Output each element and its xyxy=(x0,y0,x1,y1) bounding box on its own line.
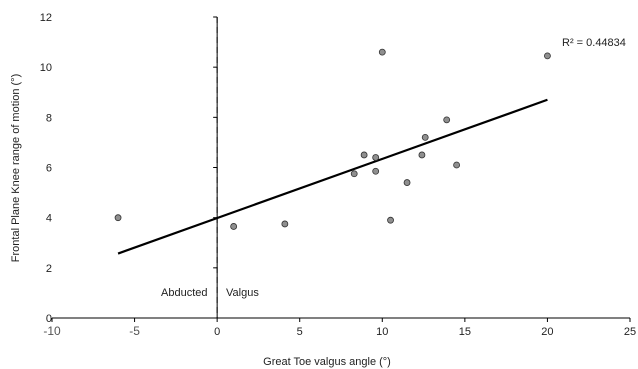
data-point xyxy=(114,214,122,222)
y-tick-label: 8 xyxy=(46,112,52,124)
x-tick-label: 25 xyxy=(624,326,636,338)
y-tick-label: 12 xyxy=(40,12,52,24)
data-point xyxy=(421,133,429,141)
data-point xyxy=(360,151,368,159)
x-tick-label: 15 xyxy=(459,326,471,338)
data-point xyxy=(453,161,461,169)
x-tick-label: 5 xyxy=(297,326,303,338)
data-points xyxy=(114,48,551,230)
valgus-label: Valgus xyxy=(226,287,259,299)
x-tick-label: 0 xyxy=(214,326,220,338)
trendline xyxy=(117,98,548,255)
r-squared-label: R² = 0.44834 xyxy=(562,37,626,49)
abducted-label: Abducted xyxy=(161,287,207,299)
y-axis-label: Frontal Plane Knee range of motion (°) xyxy=(10,74,22,262)
x-axis-label: Great Toe valgus angle (°) xyxy=(263,356,391,368)
x-axis-ticks: -10 -5 0 5 10 15 20 25 xyxy=(43,318,636,338)
data-point xyxy=(387,216,394,224)
y-tick-label: 6 xyxy=(46,163,52,175)
x-tick-label: -10 xyxy=(43,324,61,338)
y-tick-label: 0 xyxy=(46,313,52,325)
data-point xyxy=(372,154,380,161)
data-point xyxy=(378,48,386,56)
data-point xyxy=(372,167,380,175)
data-point xyxy=(443,116,451,124)
y-tick-label: 2 xyxy=(46,263,52,275)
y-tick-label: 10 xyxy=(40,62,52,74)
data-point xyxy=(230,223,238,230)
data-point xyxy=(418,151,426,159)
x-tick-label: -5 xyxy=(129,324,140,338)
data-point xyxy=(544,52,551,60)
data-point xyxy=(403,179,411,186)
data-point xyxy=(281,220,289,228)
y-tick-label: 4 xyxy=(46,213,52,225)
y-axis-ticks: 0 2 4 6 8 10 12 xyxy=(40,12,218,325)
data-point xyxy=(350,170,358,178)
x-tick-label: 20 xyxy=(541,326,553,338)
x-tick-label: 10 xyxy=(376,326,388,338)
